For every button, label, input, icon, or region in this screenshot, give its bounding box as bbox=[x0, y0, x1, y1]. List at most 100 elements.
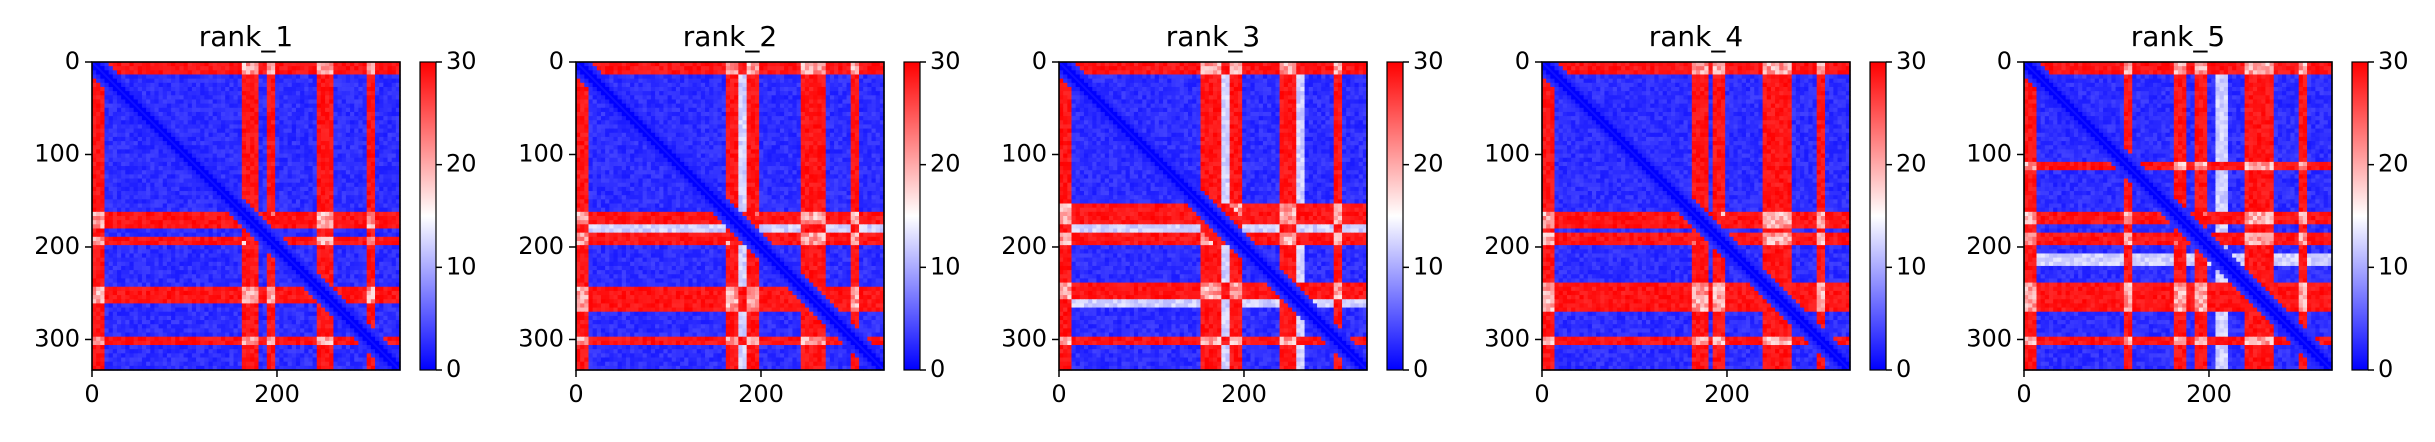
heatmap-cell bbox=[104, 116, 109, 121]
heatmap-cell bbox=[371, 87, 376, 92]
heatmap-cell bbox=[188, 99, 193, 104]
heatmap-cell bbox=[225, 70, 230, 75]
heatmap-cell bbox=[175, 120, 180, 125]
heatmap-cell bbox=[367, 83, 372, 88]
heatmap-cell bbox=[225, 87, 230, 92]
heatmap-cell bbox=[329, 112, 334, 117]
heatmap-cell bbox=[163, 66, 168, 71]
heatmap-cell bbox=[138, 87, 143, 92]
heatmap-cell bbox=[292, 112, 297, 117]
heatmap-cell bbox=[383, 124, 388, 129]
heatmap-cell bbox=[167, 116, 172, 121]
heatmap-cell bbox=[96, 87, 101, 92]
heatmap-cell bbox=[379, 120, 384, 125]
heatmap-cell bbox=[304, 116, 309, 121]
heatmap-cell bbox=[150, 70, 155, 75]
heatmap-cell bbox=[217, 87, 222, 92]
heatmap-cell bbox=[300, 104, 305, 109]
heatmap-cell bbox=[379, 124, 384, 129]
heatmap-cell bbox=[275, 104, 280, 109]
heatmap-cell bbox=[308, 83, 313, 88]
heatmap-cell bbox=[325, 91, 330, 96]
heatmap-cell bbox=[308, 74, 313, 79]
heatmap-cell bbox=[217, 108, 222, 113]
heatmap-cell bbox=[121, 66, 126, 71]
heatmap-cell bbox=[279, 87, 284, 92]
heatmap-cell bbox=[225, 79, 230, 84]
heatmap-cell bbox=[163, 112, 168, 117]
heatmap-cell bbox=[279, 99, 284, 104]
heatmap-cell bbox=[258, 91, 263, 96]
heatmap-cell bbox=[184, 112, 189, 117]
heatmap-cell bbox=[96, 83, 101, 88]
heatmap-cell bbox=[254, 99, 259, 104]
heatmap-cell bbox=[146, 99, 151, 104]
heatmap-cell bbox=[383, 112, 388, 117]
heatmap-cell bbox=[104, 66, 109, 71]
heatmap-cell bbox=[121, 99, 126, 104]
heatmap-cell bbox=[358, 95, 363, 100]
heatmap-cell bbox=[229, 79, 234, 84]
heatmap-cell bbox=[209, 120, 214, 125]
heatmap-cell bbox=[104, 124, 109, 129]
heatmap-cell bbox=[225, 112, 230, 117]
heatmap-cell bbox=[275, 99, 280, 104]
heatmap-cell bbox=[367, 99, 372, 104]
heatmap-cell bbox=[146, 104, 151, 109]
heatmap-cell bbox=[163, 99, 168, 104]
heatmap-cell bbox=[163, 83, 168, 88]
heatmap-cell bbox=[392, 83, 397, 88]
heatmap-cell bbox=[100, 124, 105, 129]
heatmap-cell bbox=[371, 108, 376, 113]
heatmap-cell bbox=[109, 120, 114, 125]
heatmap-cell bbox=[308, 112, 313, 117]
heatmap-cell bbox=[283, 112, 288, 117]
heatmap-cell bbox=[213, 74, 218, 79]
heatmap-cell bbox=[229, 91, 234, 96]
heatmap-cell bbox=[234, 120, 239, 125]
heatmap-cell bbox=[171, 66, 176, 71]
heatmap-cell bbox=[196, 99, 201, 104]
heatmap-cell bbox=[192, 116, 197, 121]
heatmap-cell bbox=[354, 104, 359, 109]
heatmap-cell bbox=[388, 79, 393, 84]
heatmap-cell bbox=[329, 70, 334, 75]
heatmap-cell bbox=[371, 124, 376, 129]
heatmap-cell bbox=[138, 124, 143, 129]
heatmap-cell bbox=[204, 87, 209, 92]
heatmap-cell bbox=[354, 95, 359, 100]
heatmap-cell bbox=[250, 120, 255, 125]
heatmap-cell bbox=[283, 91, 288, 96]
heatmap-cell bbox=[313, 66, 318, 71]
heatmap-cell bbox=[329, 104, 334, 109]
heatmap-cell bbox=[271, 95, 276, 100]
heatmap-cell bbox=[313, 124, 318, 129]
heatmap-cell bbox=[271, 104, 276, 109]
heatmap-cell bbox=[250, 91, 255, 96]
heatmap-cell bbox=[100, 87, 105, 92]
heatmap-cell bbox=[104, 87, 109, 92]
heatmap-cell bbox=[279, 70, 284, 75]
heatmap-cell bbox=[121, 116, 126, 121]
heatmap-cell bbox=[113, 120, 118, 125]
heatmap-cell bbox=[325, 108, 330, 113]
heatmap-cell bbox=[371, 104, 376, 109]
heatmap-cell bbox=[159, 74, 164, 79]
heatmap-cell bbox=[296, 116, 301, 121]
heatmap-cell bbox=[258, 66, 263, 71]
heatmap-cell bbox=[242, 74, 247, 79]
heatmap-cell bbox=[254, 112, 259, 117]
heatmap-cell bbox=[221, 104, 226, 109]
heatmap-cell bbox=[121, 120, 126, 125]
heatmap-cell bbox=[200, 87, 205, 92]
heatmap-cell bbox=[213, 108, 218, 113]
heatmap-cell bbox=[254, 120, 259, 125]
heatmap-cell bbox=[338, 99, 343, 104]
heatmap-cell bbox=[371, 112, 376, 117]
heatmap-cell bbox=[192, 108, 197, 113]
heatmap-cell bbox=[138, 95, 143, 100]
heatmap-cell bbox=[163, 91, 168, 96]
heatmap-cell bbox=[154, 116, 159, 121]
heatmap-cell bbox=[304, 66, 309, 71]
heatmap-cell bbox=[188, 74, 193, 79]
